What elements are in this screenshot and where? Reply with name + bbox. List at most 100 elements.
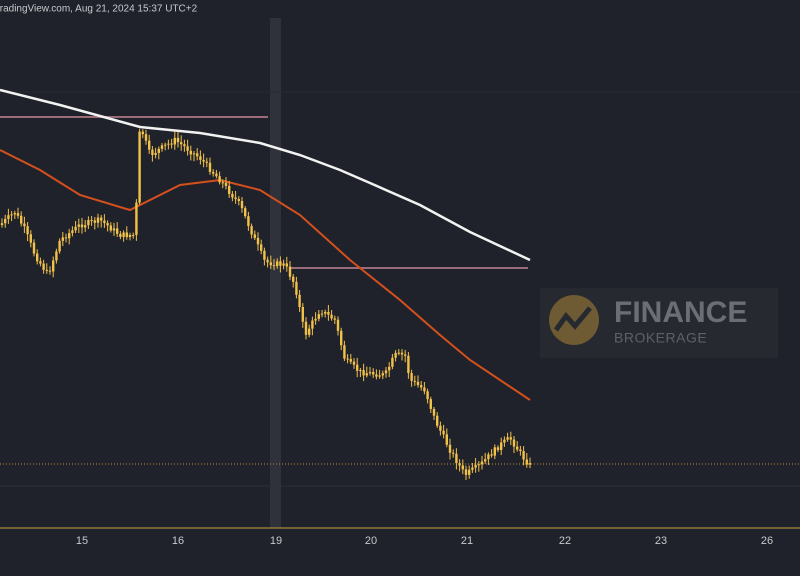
candle-body xyxy=(423,387,426,392)
candle-body xyxy=(253,234,256,238)
candle-body xyxy=(42,263,45,270)
candle-body xyxy=(416,381,420,386)
candle-body xyxy=(160,145,164,149)
candle-body xyxy=(439,425,442,431)
candle-body xyxy=(52,260,55,272)
candle-body xyxy=(308,328,311,335)
candle-body xyxy=(420,385,423,388)
candle-body xyxy=(164,144,167,146)
candle-body xyxy=(64,237,68,239)
watermark-title: FINANCE xyxy=(614,296,747,329)
candle-body xyxy=(336,319,340,331)
candle-body xyxy=(301,307,304,322)
candle-body xyxy=(311,320,314,329)
candle-body xyxy=(359,370,362,372)
candle-body xyxy=(125,232,128,237)
moving-average xyxy=(0,149,531,401)
candle-body xyxy=(32,242,36,254)
candle-body xyxy=(199,156,202,160)
candle-body xyxy=(356,364,359,371)
candle-body xyxy=(292,276,295,282)
candle-body xyxy=(320,313,324,315)
x-tick-label: 20 xyxy=(365,535,377,547)
candle-body xyxy=(119,233,122,237)
candle-body xyxy=(512,439,516,447)
x-tick-label: 26 xyxy=(761,535,773,547)
candle-body xyxy=(100,217,103,221)
candle-body xyxy=(215,173,218,177)
candle-body xyxy=(426,391,429,400)
candle-body xyxy=(282,263,285,266)
candle-body xyxy=(516,446,519,450)
candle-body xyxy=(10,214,13,216)
candle-body xyxy=(208,162,212,172)
candle-body xyxy=(183,144,186,147)
candle-body xyxy=(244,208,247,217)
candle-body xyxy=(372,372,375,375)
candle-body xyxy=(234,197,237,200)
candle-body xyxy=(148,140,151,150)
candle-body xyxy=(23,223,26,227)
candle-body xyxy=(180,142,183,145)
candle-body xyxy=(295,281,298,295)
candle-body xyxy=(429,399,432,409)
candle-body xyxy=(285,263,288,267)
watermark: FINANCE BROKERAGE xyxy=(540,288,778,358)
candle-body xyxy=(343,345,346,359)
candle-body xyxy=(26,226,29,235)
candle-body xyxy=(29,234,32,243)
candle-body xyxy=(80,224,84,228)
candle-body xyxy=(407,355,410,374)
candle-body xyxy=(506,437,509,440)
candle-body xyxy=(352,361,356,365)
candle-body xyxy=(20,215,23,224)
candle-body xyxy=(346,358,349,360)
candle-body xyxy=(39,261,42,264)
candle-body xyxy=(61,237,64,241)
candle-body xyxy=(436,415,439,426)
session-band xyxy=(270,18,281,528)
candle-body xyxy=(256,237,260,245)
candle-body xyxy=(314,318,317,321)
candle-body xyxy=(167,143,170,145)
candle-body xyxy=(240,201,244,209)
candle-body xyxy=(400,352,404,355)
candle-body xyxy=(519,449,522,452)
candle-body xyxy=(71,230,74,234)
candle-body xyxy=(231,193,234,198)
candle-body xyxy=(36,253,39,262)
candle-body xyxy=(112,228,116,231)
candle-body xyxy=(388,366,391,371)
candle-body xyxy=(135,202,138,235)
candle-body xyxy=(212,171,215,174)
candle-body xyxy=(74,226,77,231)
candle-body xyxy=(269,262,272,266)
candle-body xyxy=(503,439,506,443)
candle-body xyxy=(218,176,221,183)
candle-body xyxy=(445,434,448,445)
candle-body xyxy=(432,408,436,416)
candle-body xyxy=(391,357,394,367)
candle-body xyxy=(484,459,487,462)
candle-body xyxy=(368,372,372,374)
candle-body xyxy=(68,233,71,239)
candle-body xyxy=(522,451,525,460)
candle-body xyxy=(176,137,180,143)
watermark-logo xyxy=(549,295,599,345)
candle-body xyxy=(263,250,266,260)
candle-body xyxy=(340,330,343,346)
candle-body xyxy=(496,447,500,450)
candle-body xyxy=(365,373,368,376)
candle-body xyxy=(144,134,148,141)
header-source: TradingView.com, Aug 21, 2024 15:37 UTC+… xyxy=(0,4,198,15)
candle-body xyxy=(170,143,173,145)
candle-body xyxy=(55,251,58,261)
candle-body xyxy=(384,370,388,374)
candle-body xyxy=(173,137,176,145)
candle-body xyxy=(7,215,10,219)
candle-body xyxy=(525,459,528,465)
candle-body xyxy=(13,213,16,215)
candle-body xyxy=(48,270,52,272)
